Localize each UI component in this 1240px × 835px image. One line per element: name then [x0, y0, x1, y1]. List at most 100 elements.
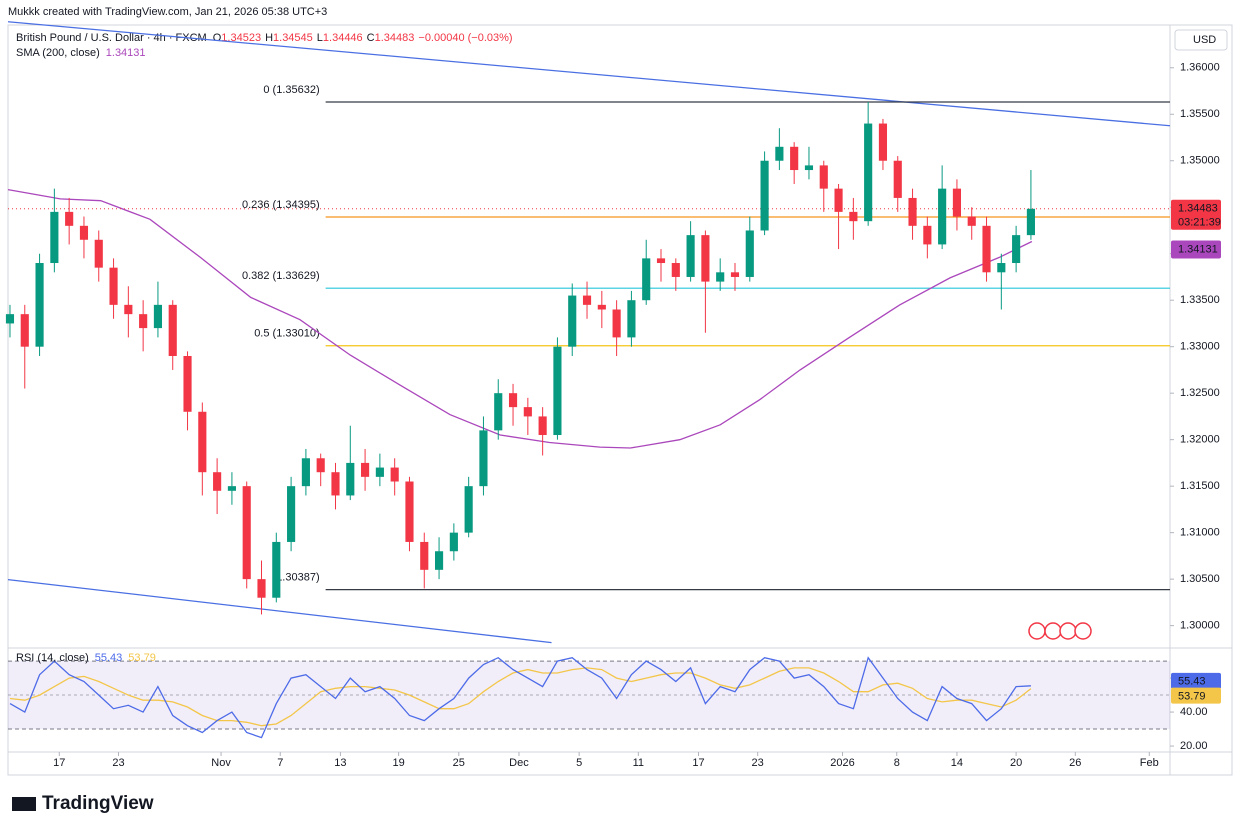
candle-body: [997, 263, 1006, 273]
candle-body: [819, 165, 828, 189]
candle-body: [864, 123, 873, 222]
event-flags[interactable]: [1028, 622, 1092, 640]
change: −0.00040 (−0.03%): [418, 32, 512, 44]
candle-body: [1012, 235, 1021, 264]
sma-price-label: 1.34131: [1178, 243, 1218, 255]
candle-body: [908, 197, 917, 226]
x-tick-label: 19: [392, 757, 404, 769]
countdown: 03:21:39: [1178, 217, 1221, 229]
candle-body: [656, 258, 666, 264]
sma-name: SMA (200, close): [16, 47, 100, 59]
candle-body: [301, 458, 310, 487]
candle-body: [745, 230, 754, 277]
ohlc-value: 1.34483: [375, 32, 415, 44]
y-tick-label: 20.00: [1180, 740, 1208, 752]
rsi-value-label-box: [1171, 687, 1221, 704]
symbol-legend: British Pound / U.S. Dollar · 4h · FXCM O…: [16, 32, 513, 44]
candle-body: [94, 239, 103, 268]
candle-body: [213, 472, 222, 491]
x-tick-label: 11: [633, 757, 644, 769]
candle-body: [331, 472, 340, 496]
candle-body: [183, 355, 192, 412]
candle-body: [952, 188, 962, 217]
rsi-title: RSI (14, close): [16, 652, 89, 664]
candle-body: [1026, 208, 1035, 236]
candle-body: [257, 579, 266, 598]
candle-body: [597, 304, 606, 310]
candle-body: [938, 188, 947, 245]
flag[interactable]: [1074, 622, 1092, 640]
fib-label: 0.382 (1.33629): [242, 270, 320, 282]
candle-body: [20, 314, 29, 347]
candle-body: [50, 211, 59, 264]
flag[interactable]: [1044, 622, 1062, 640]
x-tick-label: 17: [692, 757, 704, 769]
x-tick-label: 26: [1069, 757, 1081, 769]
candle-body: [642, 258, 651, 301]
ohlc-letter: C: [367, 32, 375, 44]
brand-logo: [12, 797, 36, 811]
flag[interactable]: [1028, 622, 1046, 640]
rsi-value: 55.43: [95, 652, 123, 664]
currency-button[interactable]: [1174, 29, 1228, 51]
candle-body: [227, 486, 236, 491]
fib-label: (1.30387): [273, 572, 320, 584]
flag[interactable]: [1059, 622, 1077, 640]
candle-body: [967, 216, 976, 226]
x-tick-label: 23: [112, 757, 124, 769]
candle-body: [508, 393, 518, 408]
candle-body: [701, 235, 710, 282]
candle-body: [390, 467, 399, 482]
rsi-legend: RSI (14, close) 55.43 53.79: [16, 652, 156, 664]
candle-body: [804, 165, 814, 171]
candle-body: [272, 541, 281, 598]
candle-body: [168, 304, 177, 356]
candle-body: [5, 314, 15, 324]
x-tick-label: 2026: [830, 757, 854, 769]
y-tick-label: 1.31000: [1180, 527, 1220, 539]
y-tick-label: 40.00: [1180, 706, 1208, 718]
trendline: [7, 578, 552, 644]
candle-body: [893, 160, 902, 198]
candle-body: [375, 467, 384, 477]
sma-legend: SMA (200, close) 1.34131: [16, 47, 146, 59]
candle-body: [65, 211, 74, 226]
ohlc-letter: L: [317, 32, 323, 44]
last-price-label-box: [1171, 199, 1221, 230]
candle-body: [553, 346, 562, 436]
x-tick-label: 23: [752, 757, 764, 769]
candle-body: [479, 430, 488, 487]
ohlc-letter: O: [213, 32, 222, 44]
y-tick-label: 1.31500: [1180, 480, 1220, 492]
sma-price-label-box: [1171, 240, 1221, 259]
candle-body: [79, 225, 89, 240]
rsi-line: [9, 667, 1032, 727]
x-tick-label: Nov: [211, 757, 231, 769]
candle-body: [242, 486, 251, 580]
symbol: British Pound / U.S. Dollar · 4h · FXCM: [16, 32, 207, 44]
currency[interactable]: USD: [1193, 34, 1216, 46]
candle-body: [287, 486, 296, 542]
candle-body: [686, 235, 695, 277]
brand: TradingView: [42, 793, 154, 814]
candle-body: [849, 211, 858, 222]
candle-body: [982, 225, 991, 273]
candle-body: [153, 304, 163, 329]
candle-body: [582, 295, 592, 305]
candle-body: [420, 541, 429, 570]
rsi-line: [9, 656, 1031, 739]
candle-body: [35, 263, 44, 347]
ohlc-letter: H: [265, 32, 273, 44]
candle-body: [538, 416, 547, 436]
x-tick-label: 20: [1010, 757, 1022, 769]
candle-body: [449, 532, 458, 552]
x-tick-label: Feb: [1140, 757, 1159, 769]
candle-body: [361, 462, 370, 477]
x-tick-label: 13: [334, 757, 346, 769]
rsi-value-label: 53.79: [1178, 691, 1206, 703]
x-tick-label: 5: [576, 757, 582, 769]
sma-line: [7, 188, 1033, 449]
candle-body: [775, 146, 784, 161]
x-tick-label: 8: [894, 757, 900, 769]
